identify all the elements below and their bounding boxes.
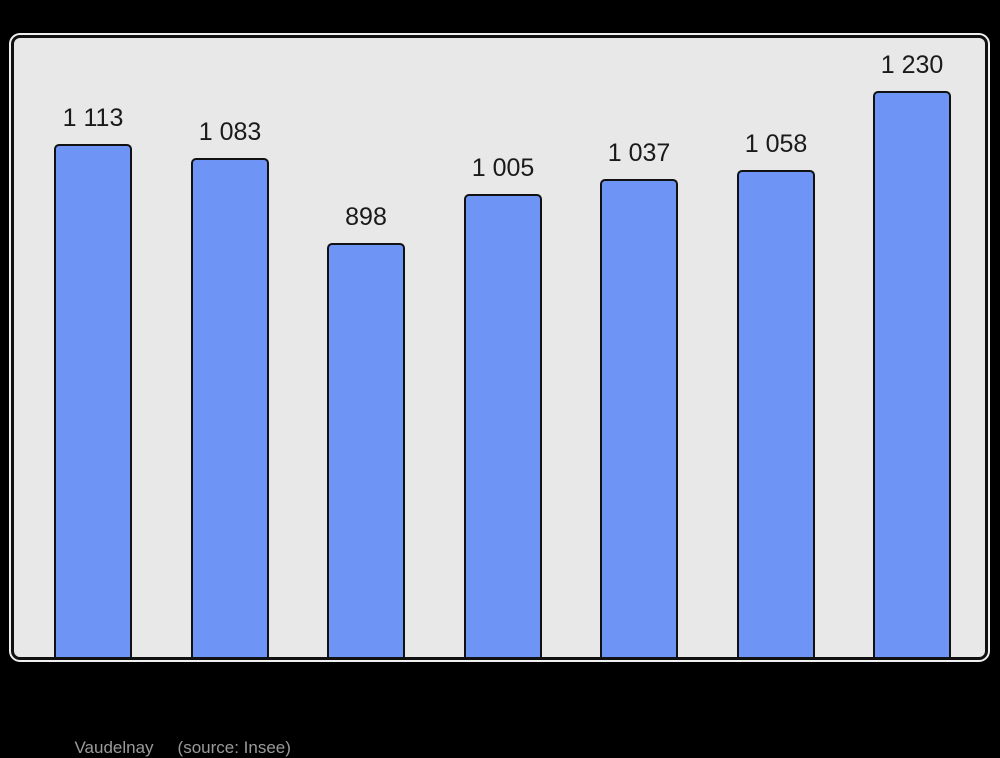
chart-caption: Vaudelnay (source: Insee): [65, 718, 291, 758]
bar-value-label: 1 005: [471, 154, 535, 182]
bar: [600, 179, 678, 657]
caption-source: (source: Insee): [177, 738, 291, 757]
caption-place-name: Vaudelnay: [74, 738, 154, 757]
bar-value-label: 1 230: [880, 51, 944, 79]
bar: [191, 158, 269, 657]
plot-area: 1 113 1 083 898 1 005 1 037 1 058 1 230: [11, 35, 988, 660]
bar-value-label: 1 083: [198, 118, 262, 146]
bar: [873, 91, 951, 657]
bar: [54, 144, 132, 657]
bar-value-label: 898: [345, 203, 387, 231]
bar-value-label: 1 113: [62, 104, 124, 132]
bar: [737, 170, 815, 657]
bar-value-label: 1 037: [607, 139, 671, 167]
bar-value-label: 1 058: [744, 130, 808, 158]
bar: [327, 243, 405, 657]
bar: [464, 194, 542, 657]
bars-container: 1 113 1 083 898 1 005 1 037 1 058 1 230: [14, 38, 985, 657]
